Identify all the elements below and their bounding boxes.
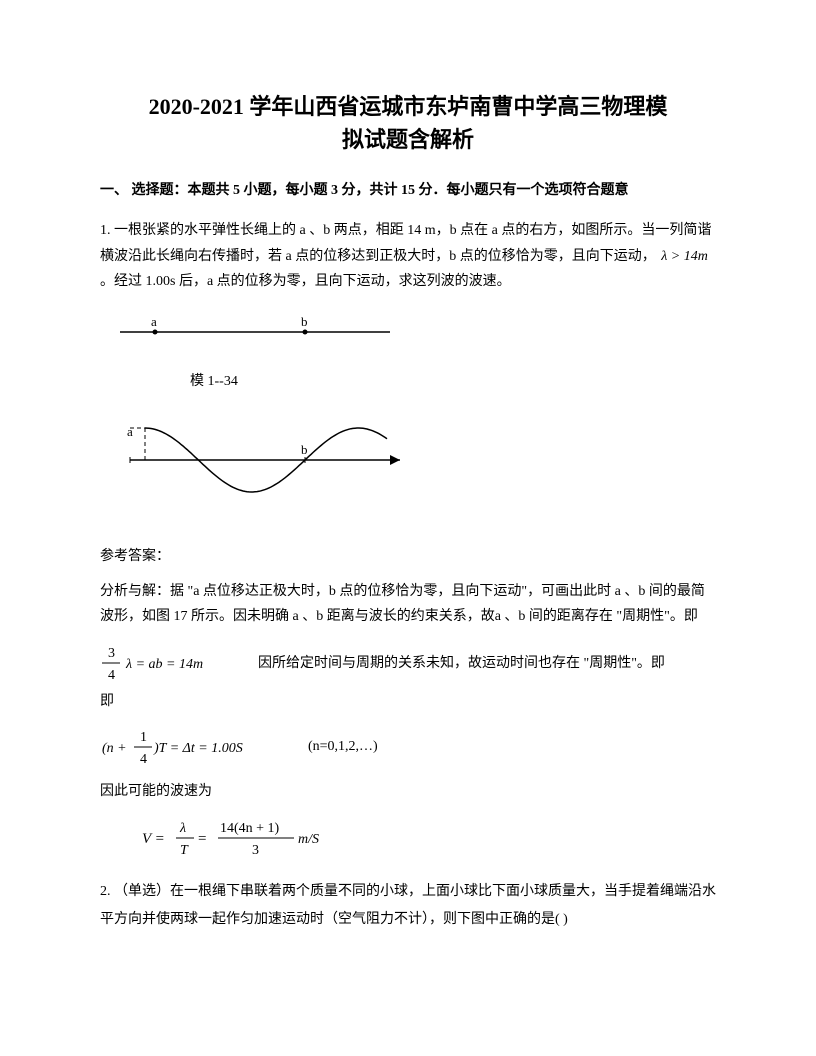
svg-text:a: a — [151, 314, 157, 329]
formula-3: V = λT = 14(4n + 1) 3 m/S — [140, 814, 370, 862]
question-1: 1. 一根张紧的水平弹性长绳上的 a 、b 两点，相距 14 m，b 点在 a … — [100, 218, 716, 294]
svg-text:模 1--34: 模 1--34 — [190, 373, 238, 389]
svg-text:3: 3 — [252, 843, 259, 858]
svg-text:4: 4 — [140, 752, 147, 767]
q1-inline-math: λ > 14m — [659, 249, 710, 264]
formula-2: (n + 1 4 )T = Δt = 1.00S — [100, 725, 300, 769]
svg-text:V =: V = — [142, 831, 165, 847]
svg-text:14(4n + 1): 14(4n + 1) — [220, 821, 280, 836]
svg-text:(n +: (n + — [102, 741, 127, 756]
svg-text:b: b — [301, 314, 308, 329]
svg-text:3: 3 — [108, 646, 115, 661]
svg-text:4: 4 — [108, 668, 115, 683]
title-line2: 拟试题含解析 — [100, 123, 716, 156]
section-header: 一、 选择题：本题共 5 小题，每小题 3 分，共计 15 分．每小题只有一个选… — [100, 180, 716, 202]
title-line1: 2020-2021 学年山西省运城市东垆南曹中学高三物理模 — [100, 90, 716, 123]
wave-svg: a b 模 1--34 a b — [100, 310, 400, 520]
svg-text:=: = — [198, 831, 206, 847]
svg-text:a: a — [127, 424, 133, 439]
formula-3-row: V = λT = 14(4n + 1) 3 m/S — [140, 814, 716, 862]
formula-1: 3 4 λ = ab = 14m — [100, 641, 250, 685]
svg-text:1: 1 — [140, 730, 147, 745]
page-title: 2020-2021 学年山西省运城市东垆南曹中学高三物理模 拟试题含解析 — [100, 90, 716, 156]
possible-speed-text: 因此可能的波速为 — [100, 779, 716, 804]
svg-text:)T = Δt = 1.00S: )T = Δt = 1.00S — [153, 741, 243, 756]
svg-text:T: T — [180, 843, 189, 858]
answer-label: 参考答案： — [100, 545, 716, 565]
formula-2-row: (n + 1 4 )T = Δt = 1.00S (n=0,1,2,…) — [100, 725, 716, 769]
svg-text:λ: λ — [179, 821, 186, 836]
analysis-text: 分析与解：据 "a 点位移达正极大时，b 点的位移恰为零，且向下运动"，可画出此… — [100, 579, 716, 629]
formula-1-row: 3 4 λ = ab = 14m 因所给定时间与周期的关系未知，故运动时间也存在 "… — [100, 641, 716, 685]
formula-1-after: 因所给定时间与周期的关系未知，故运动时间也存在 "周期性"。即 — [258, 651, 665, 676]
q1-text-part2: 。经过 1.00s 后，a 点的位移为零，且向下运动，求这列波的波速。 — [100, 274, 511, 289]
svg-text:λ = ab = 14m: λ = ab = 14m — [125, 657, 203, 672]
ji-text: 即 — [100, 689, 716, 714]
wave-diagram: a b 模 1--34 a b — [100, 310, 716, 525]
svg-text:m/S: m/S — [298, 832, 319, 847]
svg-text:b: b — [301, 442, 308, 457]
formula-2-note: (n=0,1,2,…) — [308, 734, 378, 759]
q1-text-part1: 1. 一根张紧的水平弹性长绳上的 a 、b 两点，相距 14 m，b 点在 a … — [100, 223, 711, 263]
question-2: 2. （单选）在一根绳下串联着两个质量不同的小球，上面小球比下面小球质量大，当手… — [100, 878, 716, 934]
